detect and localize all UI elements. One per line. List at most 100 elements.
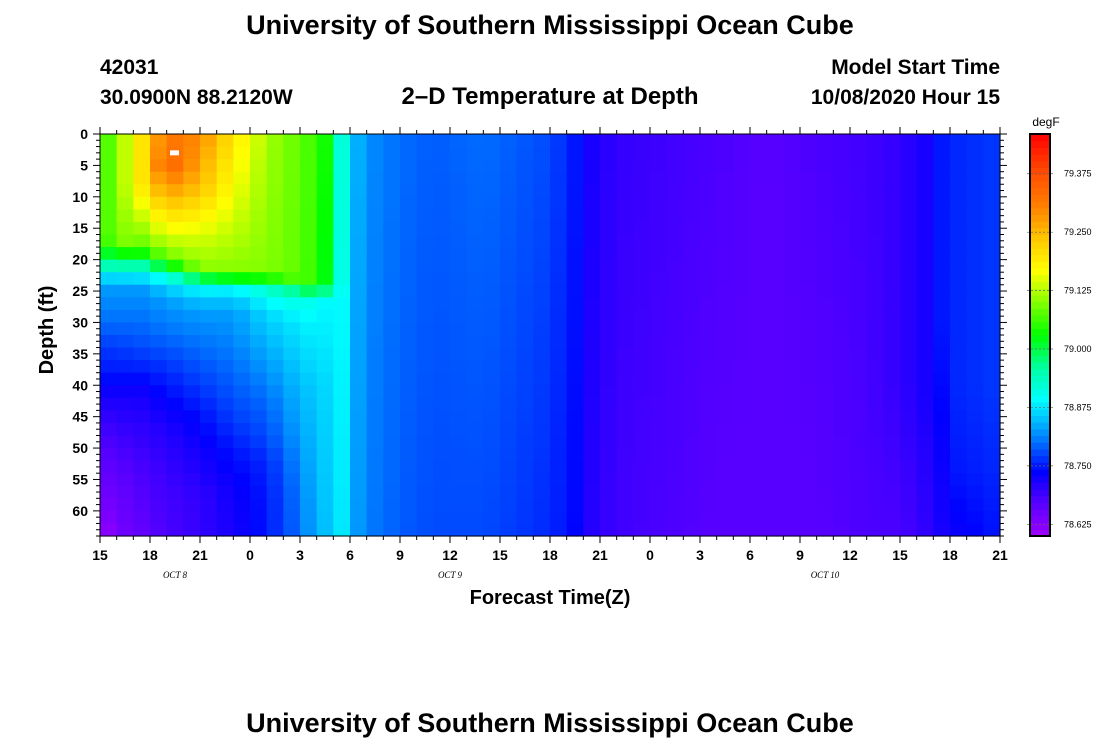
heatmap-cell	[466, 422, 484, 437]
heatmap-cell	[533, 397, 551, 411]
heatmap-cell	[316, 159, 334, 173]
heatmap-cell	[800, 284, 818, 298]
heatmap-cell	[383, 360, 401, 374]
heatmap-cell	[633, 171, 651, 185]
heatmap-cell	[233, 347, 251, 361]
heatmap-cell	[483, 460, 501, 474]
heatmap-cell	[383, 134, 401, 148]
heatmap-cell	[250, 272, 268, 286]
heatmap-cell	[550, 422, 568, 437]
heatmap-cell	[316, 397, 334, 411]
heatmap-cell	[716, 347, 734, 361]
heatmap-cell	[866, 184, 884, 198]
colorbar-segment	[1030, 482, 1050, 490]
heatmap-cell	[616, 435, 634, 449]
heatmap-cell	[683, 448, 701, 462]
heatmap-cell	[916, 146, 934, 160]
heatmap-cell	[800, 397, 818, 411]
heatmap-cell	[800, 146, 818, 160]
heatmap-cell	[400, 247, 418, 261]
heatmap-cell	[783, 171, 801, 185]
heatmap-cell	[433, 435, 451, 449]
heatmap-cell	[616, 372, 634, 386]
heatmap-cell	[900, 397, 918, 411]
heatmap-cell	[883, 284, 901, 298]
heatmap-cell	[350, 410, 368, 424]
heatmap-cell	[983, 159, 1001, 173]
heatmap-cell	[133, 196, 151, 210]
heatmap-cell	[483, 134, 501, 148]
heatmap-cell	[300, 485, 318, 499]
heatmap-cell	[183, 410, 201, 424]
heatmap-cell	[666, 134, 684, 148]
heatmap-cell	[766, 322, 784, 336]
heatmap-cell	[450, 272, 468, 286]
heatmap-cell	[183, 485, 201, 499]
heatmap-cell	[383, 385, 401, 399]
heatmap-cell	[216, 259, 234, 273]
heatmap-cell	[850, 485, 868, 499]
heatmap-cell	[266, 297, 284, 311]
heatmap-cell	[533, 247, 551, 261]
heatmap-cell	[150, 385, 168, 399]
heatmap-cell	[950, 473, 968, 487]
heatmap-cell	[666, 460, 684, 474]
heatmap-cell	[300, 297, 318, 311]
heatmap-cell	[466, 385, 484, 399]
heatmap-cell	[466, 473, 484, 487]
heatmap-cell	[233, 510, 251, 525]
heatmap-cell	[383, 448, 401, 462]
heatmap-cell	[783, 159, 801, 173]
heatmap-cell	[116, 247, 134, 261]
heatmap-cell	[233, 523, 251, 537]
heatmap-cell	[100, 196, 118, 210]
heatmap-cell	[500, 134, 518, 148]
heatmap-cell	[616, 460, 634, 474]
heatmap-cell	[466, 297, 484, 311]
heatmap-cell	[433, 448, 451, 462]
heatmap-cell	[516, 372, 534, 386]
heatmap-cell	[950, 146, 968, 160]
heatmap-cell	[433, 284, 451, 298]
heatmap-cell	[616, 234, 634, 248]
heatmap-cell	[766, 523, 784, 537]
heatmap-cell	[200, 498, 218, 512]
heatmap-cell	[716, 397, 734, 411]
heatmap-cell	[333, 234, 351, 248]
heatmap-cell	[933, 272, 951, 286]
heatmap-cell	[716, 247, 734, 261]
heatmap-cell	[666, 247, 684, 261]
heatmap-cell	[500, 347, 518, 361]
heatmap-cell	[216, 435, 234, 449]
heatmap-cell	[550, 448, 568, 462]
heatmap-cell	[600, 171, 618, 185]
heatmap-cell	[433, 171, 451, 185]
heatmap-cell	[783, 146, 801, 160]
heatmap-cell	[600, 209, 618, 223]
heatmap-cell	[466, 221, 484, 236]
heatmap-cell	[166, 159, 184, 173]
heatmap-cell	[716, 159, 734, 173]
heatmap-cell	[916, 473, 934, 487]
heatmap-cell	[733, 385, 751, 399]
heatmap-cell	[400, 485, 418, 499]
station-id: 42031	[100, 56, 159, 79]
heatmap-cell	[150, 460, 168, 474]
heatmap-cell	[116, 134, 134, 148]
heatmap-cell	[966, 196, 984, 210]
y-tick-label: 55	[72, 471, 88, 487]
heatmap-cell	[850, 460, 868, 474]
heatmap-cell	[283, 448, 301, 462]
heatmap-cell	[583, 460, 601, 474]
heatmap-cell	[333, 272, 351, 286]
heatmap-cell	[500, 284, 518, 298]
heatmap-cell	[950, 347, 968, 361]
heatmap-cell	[866, 221, 884, 236]
heatmap-cell	[500, 510, 518, 525]
heatmap-cell	[566, 247, 584, 261]
heatmap-cell	[600, 221, 618, 236]
heatmap-cell	[133, 221, 151, 236]
heatmap-cell	[183, 234, 201, 248]
heatmap-cell	[750, 209, 768, 223]
